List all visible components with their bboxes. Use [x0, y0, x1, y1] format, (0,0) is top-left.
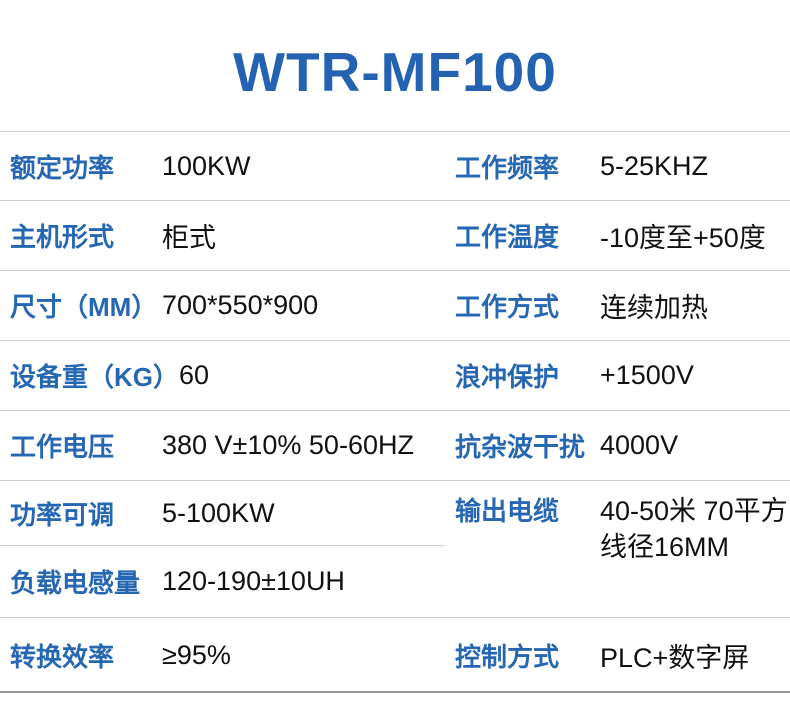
spec-label: 输出电缆 — [455, 496, 560, 526]
spec-label: 工作温度 — [455, 222, 560, 252]
spec-label: 额定功率 — [10, 152, 115, 183]
spec-label: 控制方式 — [455, 642, 560, 672]
spec-value: 连续加热 — [600, 293, 708, 323]
spec-row: 抗杂波干扰 4000V — [445, 410, 790, 480]
spec-column-left: 额定功率 100KW 主机形式 柜式 尺寸（MM） 700*550*900 设备重（KG） 6… — [0, 131, 445, 691]
spec-row: 输出电缆 40-50米 70平方 线径16MM — [445, 480, 790, 617]
spec-value: PLC+数字屏 — [600, 643, 750, 673]
spec-column-right: 工作频率 5-25KHZ 工作温度 -10度至+50度工作方式 连续加热浪冲保护 +150… — [445, 131, 790, 691]
spec-row: 浪冲保护 +1500V — [445, 340, 790, 410]
spec-label: 负载电感量 — [10, 568, 141, 598]
spec-row: 工作频率 5-25KHZ — [445, 131, 790, 200]
spec-row: 尺寸（MM） 700*550*900 — [0, 270, 445, 340]
spec-value: 5-100KW — [162, 497, 275, 528]
spec-label: 工作方式 — [455, 292, 560, 322]
spec-value: -10度至+50度 — [600, 223, 766, 253]
spec-row: 工作电压 380 V±10% 50-60HZ — [0, 410, 445, 480]
spec-label: 主机形式 — [10, 222, 115, 252]
spec-value: +1500V — [600, 360, 694, 390]
page-title: WTR-MF100 — [233, 40, 557, 103]
spec-table: 额定功率 100KW 主机形式 柜式 尺寸（MM） 700*550*900 设备重（KG） 6… — [0, 131, 790, 693]
spec-label: 抗杂波干扰 — [455, 432, 586, 462]
spec-value: 700*550*900 — [162, 290, 319, 320]
spec-value: 5-25KHZ — [600, 150, 709, 181]
spec-value: 120-190±10UH — [162, 566, 345, 596]
spec-row: 额定功率 100KW — [0, 131, 445, 200]
spec-row: 功率可调 5-100KW — [0, 480, 445, 545]
spec-value: 60 — [179, 360, 210, 390]
spec-row: 工作方式 连续加热 — [445, 270, 790, 340]
spec-row: 控制方式 PLC+数字屏 — [445, 617, 790, 693]
spec-label: 转换效率 — [10, 642, 115, 672]
spec-row: 主机形式 柜式 — [0, 200, 445, 270]
spec-value: 40-50米 70平方 线径16MM — [600, 496, 788, 562]
spec-value: ≥95% — [162, 640, 231, 670]
spec-row: 工作温度 -10度至+50度 — [445, 200, 790, 270]
spec-label: 设备重（KG） — [10, 362, 180, 392]
spec-label: 浪冲保护 — [455, 362, 560, 392]
spec-value: 柜式 — [162, 223, 216, 253]
spec-label: 工作频率 — [455, 152, 560, 183]
spec-label: 尺寸（MM） — [10, 292, 158, 322]
spec-value: 100KW — [162, 150, 251, 181]
spec-row: 转换效率 ≥95% — [0, 617, 445, 693]
spec-value: 4000V — [600, 430, 679, 460]
spec-row: 设备重（KG） 60 — [0, 340, 445, 410]
spec-row: 负载电感量 120-190±10UH — [0, 545, 445, 617]
spec-label: 功率可调 — [10, 499, 115, 530]
spec-label: 工作电压 — [10, 432, 115, 462]
spec-value: 380 V±10% 50-60HZ — [162, 430, 414, 460]
